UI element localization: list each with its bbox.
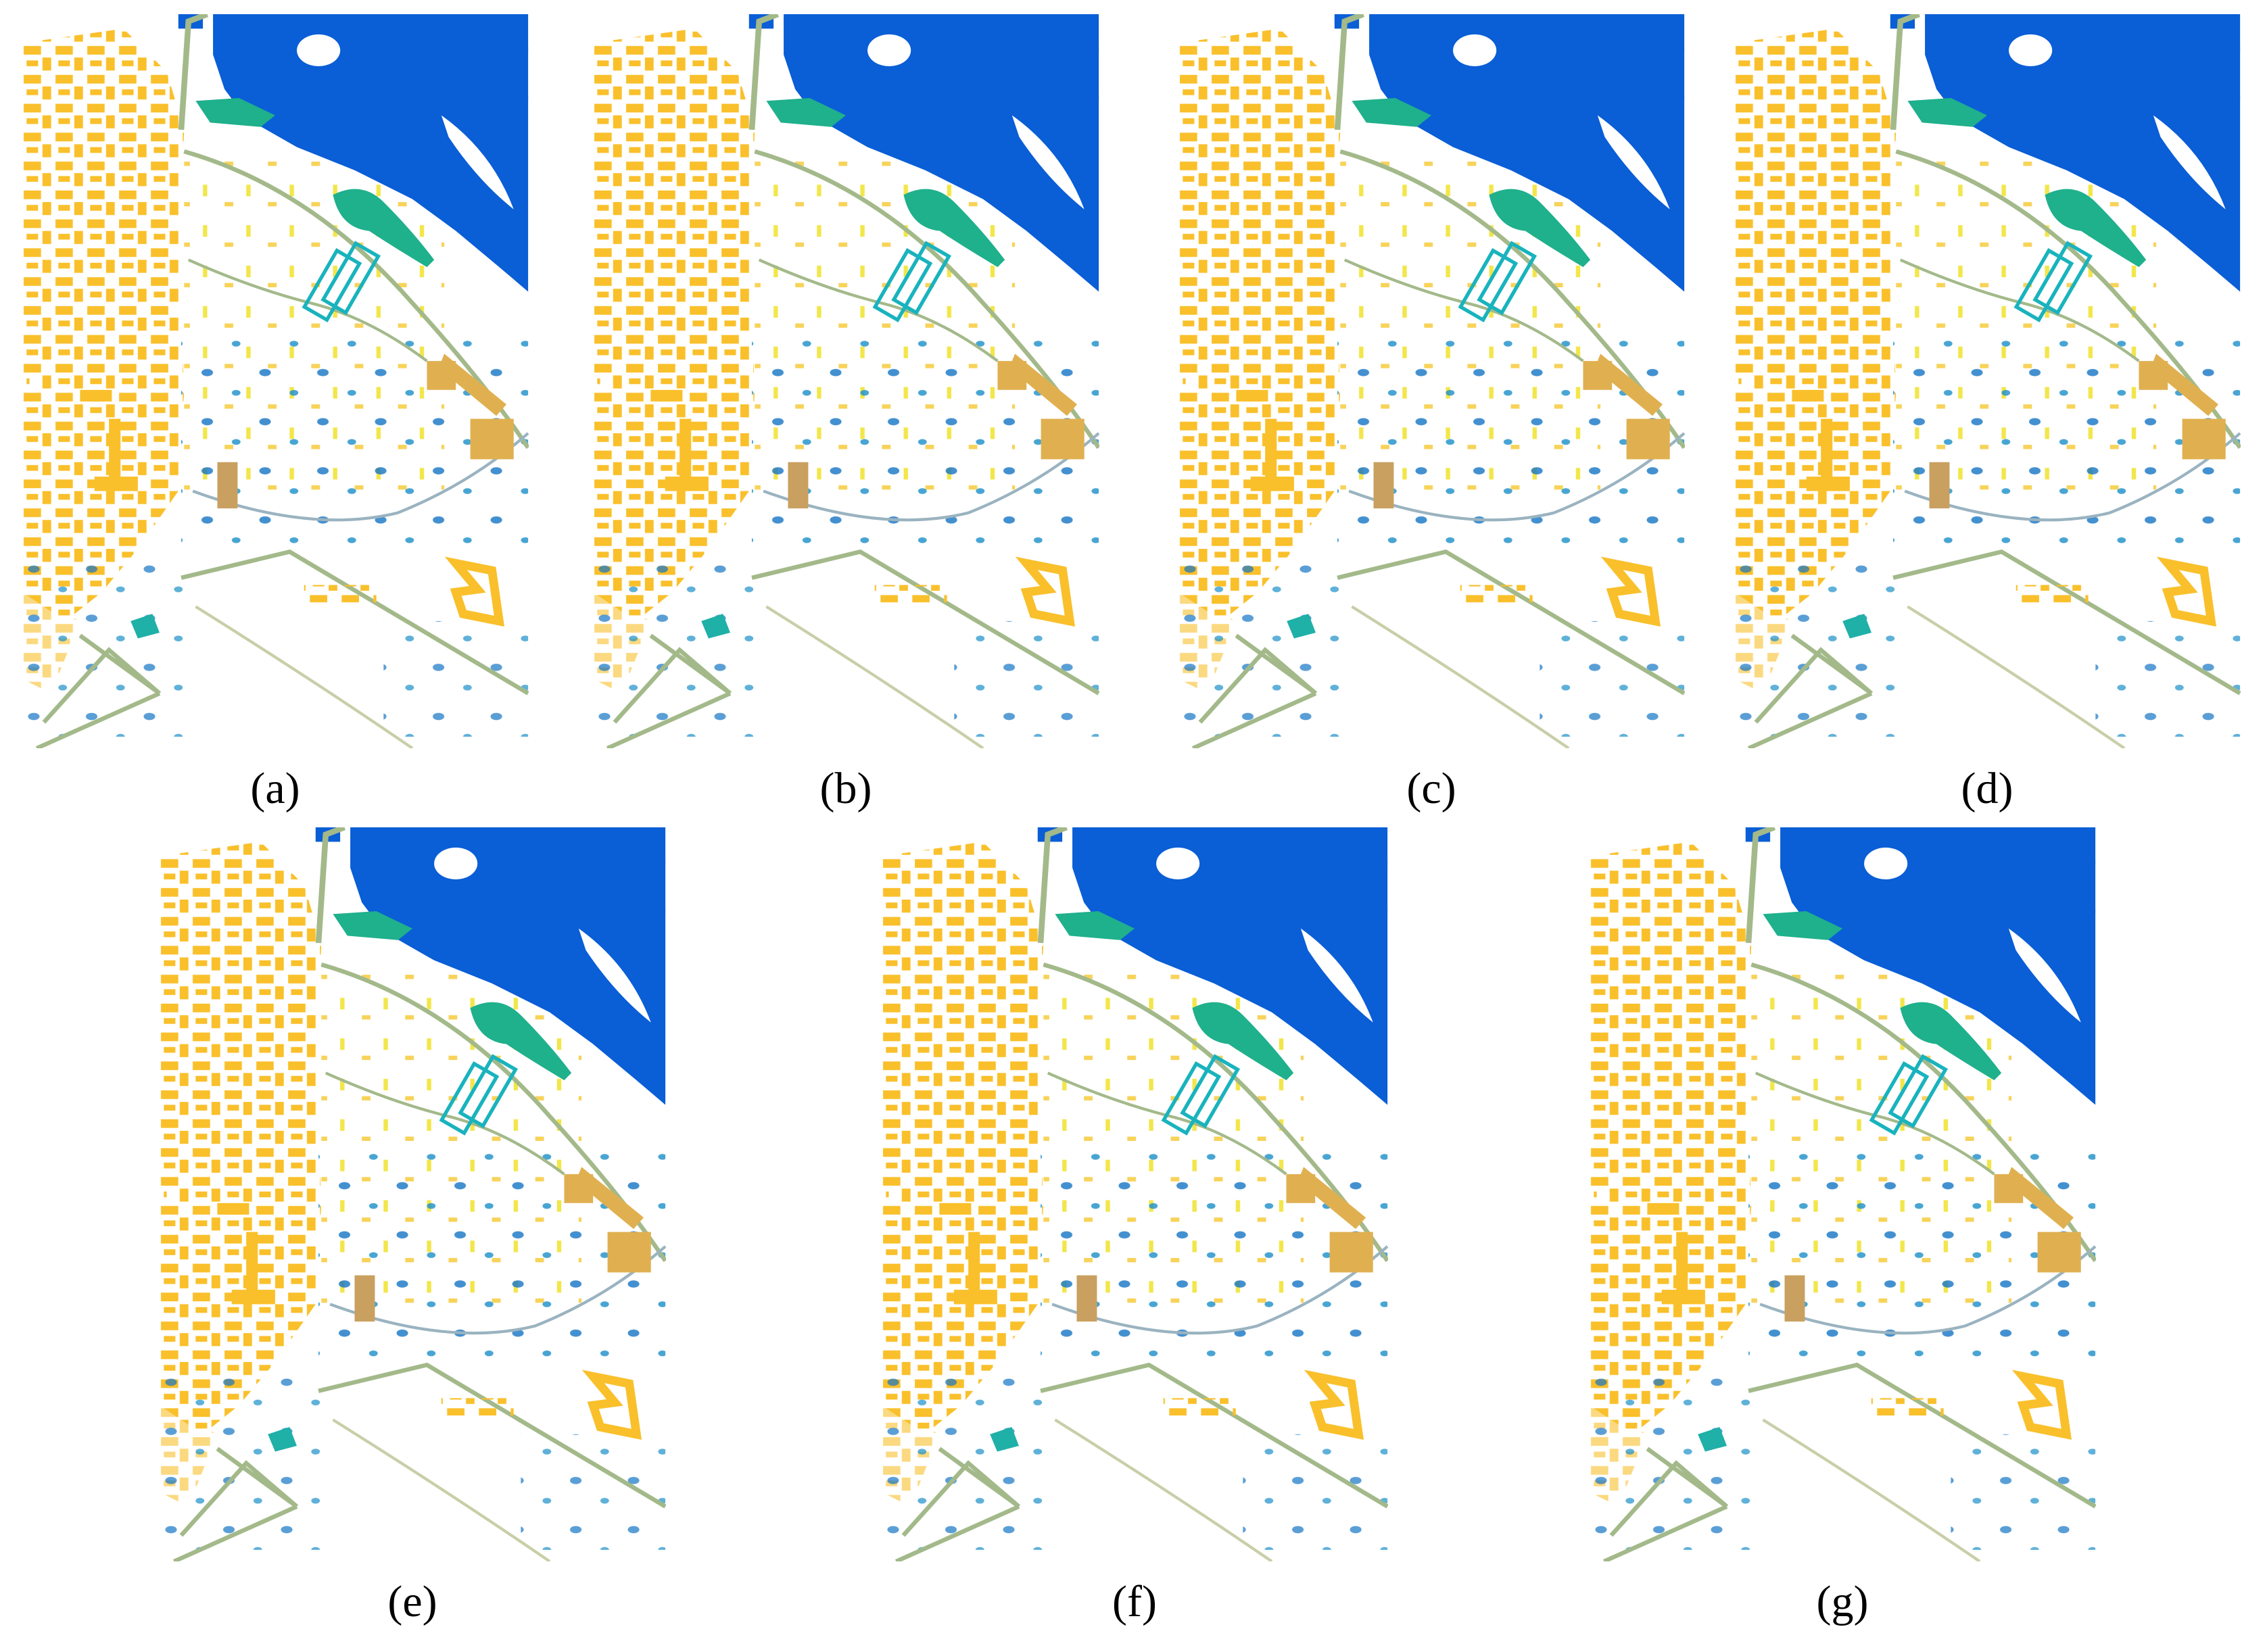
classification-map bbox=[593, 14, 1099, 748]
classification-map bbox=[1734, 14, 2240, 748]
panel-label: (e) bbox=[387, 1577, 437, 1626]
panel-label: (a) bbox=[250, 764, 300, 813]
panel-label: (g) bbox=[1817, 1577, 1869, 1626]
panel-label: (b) bbox=[820, 764, 872, 813]
classification-map bbox=[1590, 827, 2095, 1561]
classification-map bbox=[160, 827, 665, 1561]
classification-map bbox=[22, 14, 528, 748]
panel-label: (d) bbox=[1961, 764, 2013, 813]
classification-map bbox=[1178, 14, 1684, 748]
panel-label: (c) bbox=[1406, 764, 1456, 813]
panel-label: (f) bbox=[1112, 1577, 1157, 1626]
classification-map bbox=[882, 827, 1387, 1561]
